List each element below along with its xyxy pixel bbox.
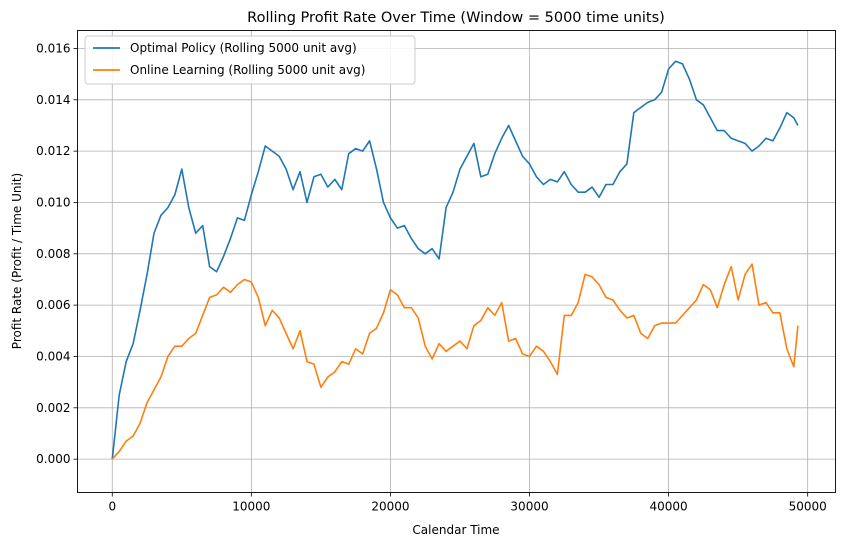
legend-label-optimal: Optimal Policy (Rolling 5000 unit avg) (130, 41, 357, 55)
y-tick-label: 0.002 (36, 401, 70, 415)
x-tick-label: 30000 (510, 500, 548, 514)
y-axis-label: Profit Rate (Profit / Time Unit) (10, 173, 24, 349)
y-tick-label: 0.012 (36, 144, 70, 158)
y-tick-label: 0.014 (36, 93, 70, 107)
legend-box (84, 35, 416, 85)
x-axis-label: Calendar Time (412, 523, 499, 537)
chart-title: Rolling Profit Rate Over Time (Window = … (247, 10, 665, 26)
x-tick-label: 0 (108, 500, 116, 514)
y-tick-label: 0.010 (36, 195, 70, 209)
y-tick-label: 0.000 (36, 452, 70, 466)
online-learning-line (111, 263, 799, 460)
plot-frame (77, 30, 836, 493)
y-tick-label: 0.016 (36, 41, 70, 55)
grid (77, 30, 836, 493)
y-tick-label: 0.008 (36, 247, 70, 261)
x-tick-label: 20000 (371, 500, 409, 514)
y-tick-label: 0.006 (36, 298, 70, 312)
optimal-policy-line (111, 60, 799, 460)
x-tick-label: 40000 (650, 500, 688, 514)
ticks: 0 10000 20000 30000 40000 50000 0.000 0.002 0.00… (36, 41, 827, 513)
x-tick-label: 50000 (789, 500, 827, 514)
x-tick-label: 10000 (232, 500, 270, 514)
series-layer (111, 60, 799, 460)
legend: Optimal Policy (Rolling 5000 unit avg) O… (84, 35, 416, 85)
y-tick-label: 0.004 (36, 349, 70, 363)
legend-label-online: Online Learning (Rolling 5000 unit avg) (130, 63, 365, 77)
